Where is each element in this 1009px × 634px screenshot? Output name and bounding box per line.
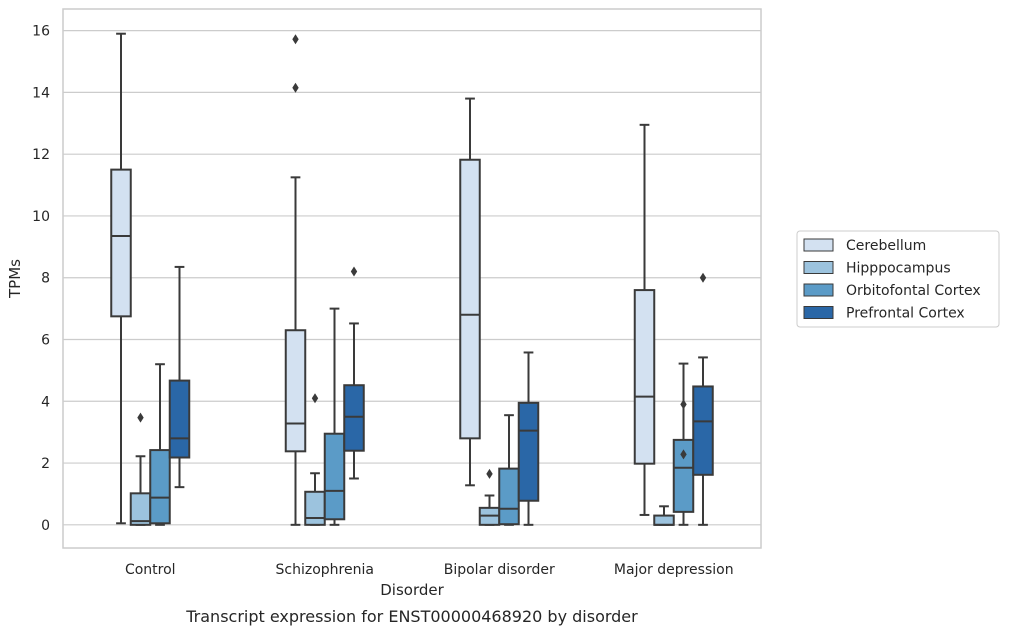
box-hipppocampus bbox=[304, 393, 326, 526]
y-tick-label: 0 bbox=[41, 518, 50, 534]
box-prefrontal-cortex bbox=[517, 351, 540, 526]
legend-swatch bbox=[803, 283, 834, 297]
plot-frame bbox=[62, 8, 762, 549]
y-tick-label: 10 bbox=[32, 209, 50, 225]
outlier-marker bbox=[292, 34, 299, 45]
y-tick-label: 16 bbox=[32, 24, 50, 40]
box-hipppocampus bbox=[653, 505, 675, 526]
legend-frame bbox=[796, 230, 1000, 328]
legend-label: Hipppocampus bbox=[846, 261, 951, 277]
y-tick-label: 4 bbox=[41, 394, 50, 410]
outlier-marker bbox=[699, 272, 707, 283]
box-plot-area bbox=[110, 32, 714, 526]
box-iqr bbox=[343, 384, 365, 452]
box-hipppocampus bbox=[478, 468, 501, 526]
x-tick-label: Major depression bbox=[614, 562, 734, 578]
box-iqr bbox=[653, 514, 675, 526]
legend-label: Prefrontal Cortex bbox=[846, 306, 965, 322]
box-iqr bbox=[168, 379, 191, 459]
outlier-marker bbox=[137, 412, 144, 423]
box-iqr bbox=[459, 158, 481, 440]
x-axis-title: Disorder bbox=[380, 581, 444, 599]
box-prefrontal-cortex bbox=[692, 272, 714, 526]
box-hipppocampus bbox=[129, 412, 152, 526]
y-axis-ticks: 0 2 4 6 8 10 12 14 16 bbox=[32, 24, 50, 534]
legend: Cerebellum Hipppocampus Orbitofontal Corte… bbox=[796, 230, 1000, 328]
outlier-marker bbox=[311, 393, 319, 404]
outlier-marker bbox=[350, 266, 358, 277]
box-iqr bbox=[304, 490, 326, 526]
legend-label: Orbitofontal Cortex bbox=[846, 283, 981, 299]
box-iqr bbox=[692, 385, 714, 476]
outlier-marker bbox=[292, 82, 299, 93]
y-axis-title: TPMs bbox=[6, 259, 24, 299]
box-iqr bbox=[672, 438, 695, 513]
box-orbitofontal-cortex bbox=[323, 307, 346, 526]
y-tick-label: 8 bbox=[41, 271, 50, 287]
box-iqr bbox=[498, 467, 520, 526]
box-cerebellum bbox=[459, 97, 481, 487]
box-prefrontal-cortex bbox=[168, 265, 191, 489]
box-orbitofontal-cortex bbox=[149, 363, 171, 526]
legend-swatch bbox=[803, 238, 834, 252]
y-tick-label: 2 bbox=[41, 456, 50, 472]
box-orbitofontal-cortex bbox=[672, 362, 695, 526]
y-tick-label: 6 bbox=[41, 333, 50, 349]
box-iqr bbox=[149, 449, 171, 525]
box-cerebellum bbox=[110, 32, 132, 525]
box-iqr bbox=[517, 401, 540, 502]
legend-label: Cerebellum bbox=[846, 238, 926, 254]
x-tick-label: Control bbox=[125, 562, 176, 578]
x-tick-label: Schizophrenia bbox=[276, 562, 374, 578]
outlier-marker bbox=[680, 449, 687, 460]
box-iqr bbox=[284, 329, 307, 453]
y-tick-label: 14 bbox=[32, 85, 50, 101]
box-cerebellum bbox=[284, 34, 307, 526]
box-orbitofontal-cortex bbox=[498, 414, 520, 526]
legend-swatch bbox=[803, 306, 834, 319]
box-iqr bbox=[129, 492, 152, 526]
chart-caption: Transcript expression for ENST0000046892… bbox=[185, 607, 638, 626]
outlier-marker bbox=[486, 468, 493, 479]
x-axis-ticks: Control Schizophrenia Bipolar disorder Majo… bbox=[125, 562, 734, 578]
box-prefrontal-cortex bbox=[343, 266, 365, 480]
box-iqr bbox=[323, 432, 346, 521]
x-tick-label: Bipolar disorder bbox=[444, 562, 555, 578]
legend-swatch bbox=[803, 261, 834, 274]
box-cerebellum bbox=[633, 123, 656, 516]
outlier-marker bbox=[680, 399, 687, 410]
y-tick-label: 12 bbox=[32, 147, 50, 163]
box-iqr bbox=[110, 168, 132, 318]
box-iqr bbox=[633, 289, 656, 465]
